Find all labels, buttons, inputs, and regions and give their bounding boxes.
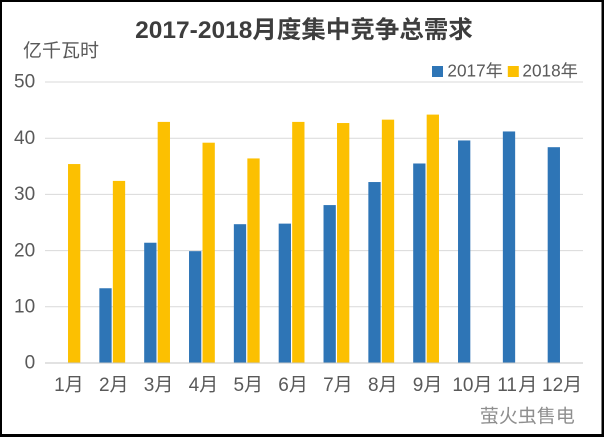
svg-text:2: 2 <box>99 375 110 396</box>
svg-text:12: 12 <box>542 375 563 396</box>
svg-text:40: 40 <box>14 128 35 149</box>
svg-text:0: 0 <box>25 353 36 374</box>
svg-text:8: 8 <box>368 375 379 396</box>
svg-text:5: 5 <box>233 375 244 396</box>
svg-text:30: 30 <box>14 184 35 205</box>
svg-text:10: 10 <box>452 375 473 396</box>
svg-text:2017: 2017 <box>447 61 485 81</box>
svg-text:10: 10 <box>14 297 35 318</box>
svg-text:4: 4 <box>189 375 200 396</box>
svg-text:2017-2018: 2017-2018 <box>135 17 252 44</box>
svg-text:3: 3 <box>144 375 155 396</box>
svg-text:2018: 2018 <box>522 61 560 81</box>
svg-text:1: 1 <box>54 375 65 396</box>
svg-text:50: 50 <box>14 72 35 93</box>
svg-text:6: 6 <box>278 375 289 396</box>
svg-text:7: 7 <box>323 375 334 396</box>
svg-text:9: 9 <box>413 375 424 396</box>
svg-text:20: 20 <box>14 240 35 261</box>
svg-text:11: 11 <box>497 375 517 396</box>
